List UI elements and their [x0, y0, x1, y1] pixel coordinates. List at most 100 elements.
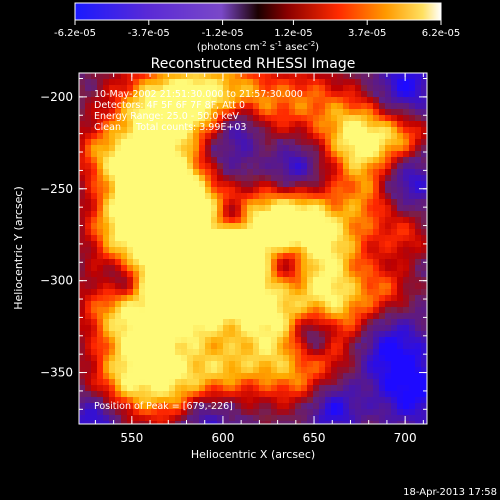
heatmap-cell	[139, 163, 146, 170]
heatmap-cell	[331, 193, 338, 200]
heatmap-cell	[85, 373, 92, 380]
heatmap-cell	[343, 97, 350, 104]
heatmap-cell	[295, 325, 302, 332]
heatmap-cell	[91, 169, 98, 176]
heatmap-cell	[91, 163, 98, 170]
heatmap-cell	[403, 367, 410, 374]
heatmap-cell	[199, 85, 206, 92]
heatmap-cell	[181, 121, 188, 128]
heatmap-cell	[199, 301, 206, 308]
heatmap-cell	[349, 187, 356, 194]
heatmap-cell	[229, 157, 236, 164]
heatmap-cell	[307, 283, 314, 290]
heatmap-cell	[301, 295, 308, 302]
heatmap-cell	[355, 367, 362, 374]
heatmap-cell	[169, 85, 176, 92]
heatmap-cell	[409, 133, 416, 140]
heatmap-cell	[235, 271, 242, 278]
heatmap-cell	[157, 223, 164, 230]
heatmap-cell	[403, 373, 410, 380]
heatmap-cell	[181, 409, 188, 416]
heatmap-cell	[247, 337, 254, 344]
colorbar-tick-label: 6.2e-05	[422, 28, 460, 39]
heatmap-cell	[259, 385, 266, 392]
heatmap-cell	[259, 73, 266, 80]
heatmap-cell	[385, 139, 392, 146]
heatmap-cell	[385, 289, 392, 296]
heatmap-cell	[367, 97, 374, 104]
heatmap-cell	[343, 169, 350, 176]
heatmap-cell	[91, 277, 98, 284]
heatmap-cell	[307, 109, 314, 116]
heatmap-cell	[169, 163, 176, 170]
heatmap-cell	[157, 211, 164, 218]
heatmap-cell	[211, 289, 218, 296]
heatmap-cell	[163, 421, 170, 424]
heatmap-cell	[193, 271, 200, 278]
heatmap-cell	[241, 205, 248, 212]
heatmap-cell	[301, 355, 308, 362]
heatmap-cell	[403, 391, 410, 398]
heatmap-cell	[373, 133, 380, 140]
heatmap-cell	[91, 187, 98, 194]
heatmap-cell	[379, 181, 386, 188]
heatmap-cell	[367, 403, 374, 410]
heatmap-cell	[373, 211, 380, 218]
heatmap-cell	[127, 73, 134, 80]
heatmap-cell	[409, 283, 416, 290]
heatmap-cell	[385, 307, 392, 314]
heatmap-cell	[373, 169, 380, 176]
heatmap-cell	[205, 235, 212, 242]
heatmap-cell	[319, 415, 326, 422]
heatmap-cell	[199, 421, 206, 424]
heatmap-cell	[289, 289, 296, 296]
heatmap-cell	[199, 97, 206, 104]
heatmap-cell	[163, 145, 170, 152]
heatmap-cell	[235, 253, 242, 260]
heatmap-cell	[91, 337, 98, 344]
heatmap-cell	[169, 229, 176, 236]
heatmap-cell	[289, 337, 296, 344]
heatmap-cell	[133, 301, 140, 308]
heatmap-cell	[229, 103, 236, 110]
heatmap-cell	[145, 133, 152, 140]
heatmap-cell	[193, 307, 200, 314]
heatmap-cell	[259, 289, 266, 296]
heatmap-cell	[415, 169, 422, 176]
heatmap-cell	[127, 235, 134, 242]
heatmap-cell	[229, 79, 236, 86]
heatmap-cell	[265, 241, 272, 248]
heatmap-cell	[373, 145, 380, 152]
heatmap-cell	[163, 151, 170, 158]
heatmap-cell	[283, 229, 290, 236]
heatmap-cell	[349, 169, 356, 176]
heatmap-cell	[271, 349, 278, 356]
heatmap-cell	[283, 331, 290, 338]
heatmap-cell	[397, 343, 404, 350]
heatmap-cell	[325, 127, 332, 134]
heatmap-cell	[115, 331, 122, 338]
heatmap-cell	[271, 235, 278, 242]
heatmap-cell	[349, 91, 356, 98]
heatmap-cell	[157, 367, 164, 374]
heatmap-cell	[295, 163, 302, 170]
heatmap-cell	[337, 277, 344, 284]
heatmap-cell	[115, 355, 122, 362]
heatmap-cell	[385, 331, 392, 338]
heatmap-cell	[115, 415, 122, 422]
heatmap-cell	[79, 85, 86, 92]
heatmap-cell	[403, 91, 410, 98]
heatmap-cell	[169, 109, 176, 116]
colorbar-frame	[74, 2, 442, 21]
heatmap-cell	[145, 343, 152, 350]
heatmap-cell	[385, 367, 392, 374]
heatmap-cell	[241, 85, 248, 92]
heatmap-cell	[169, 349, 176, 356]
heatmap-cell	[301, 157, 308, 164]
heatmap-cell	[415, 211, 422, 218]
heatmap-cell	[79, 217, 86, 224]
heatmap-cell	[415, 103, 422, 110]
heatmap-cell	[271, 361, 278, 368]
heatmap-cell	[313, 349, 320, 356]
heatmap-cell	[283, 127, 290, 134]
